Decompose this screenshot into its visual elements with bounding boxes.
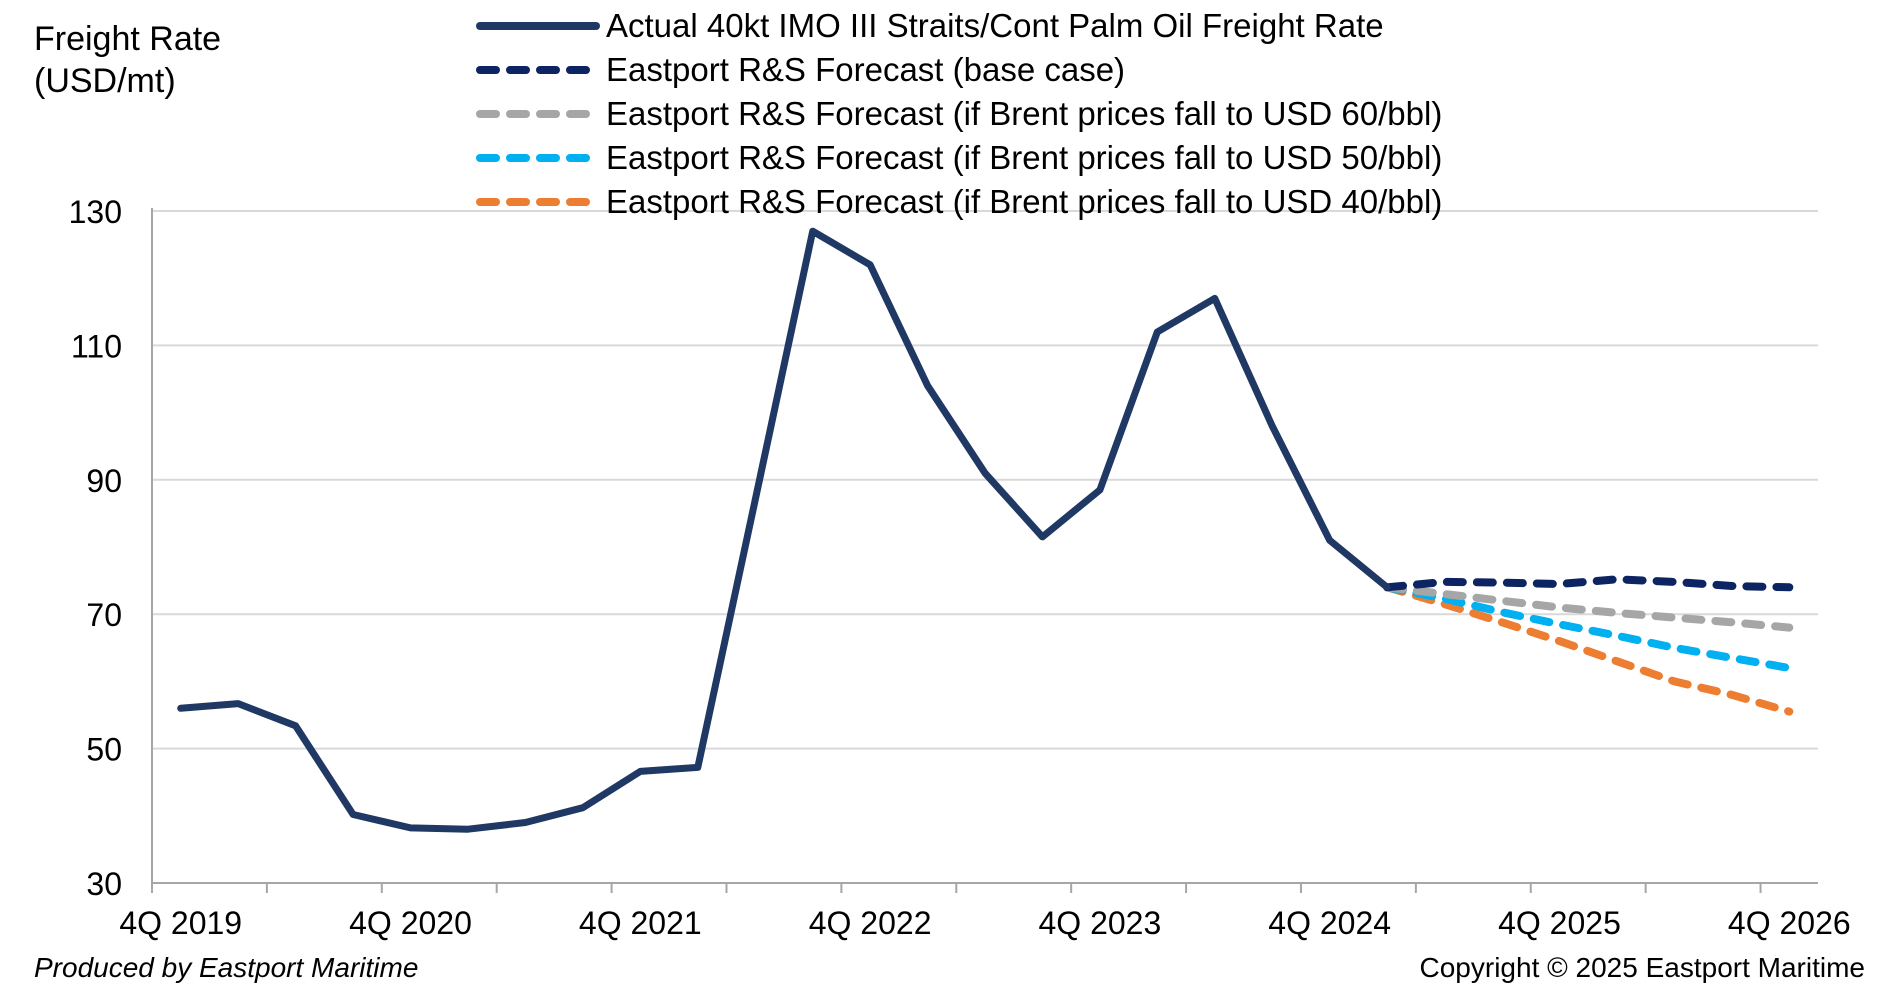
series-line-1 bbox=[1383, 575, 1794, 592]
x-tick-label: 4Q 2024 bbox=[1268, 905, 1391, 941]
legend-item-2: Eastport R&S Forecast (if Brent prices f… bbox=[476, 95, 1442, 132]
series-line-2 bbox=[1383, 583, 1794, 632]
legend-item-3: Eastport R&S Forecast (if Brent prices f… bbox=[476, 139, 1442, 176]
y-tick-label: 90 bbox=[86, 463, 122, 499]
copyright-note: Copyright © 2025 Eastport Maritime bbox=[1419, 952, 1865, 983]
y-tick-labels: 30 50 70 90 110 130 bbox=[69, 194, 122, 902]
x-tick-label: 4Q 2023 bbox=[1039, 905, 1162, 941]
x-axis bbox=[151, 208, 1818, 893]
y-tick-label: 70 bbox=[86, 597, 122, 633]
legend-item-1: Eastport R&S Forecast (base case) bbox=[476, 51, 1125, 88]
legend-item-4: Eastport R&S Forecast (if Brent prices f… bbox=[476, 183, 1442, 220]
series-line-0 bbox=[177, 227, 1391, 833]
x-tick-label: 4Q 2025 bbox=[1498, 905, 1621, 941]
legend-label: Eastport R&S Forecast (if Brent prices f… bbox=[606, 139, 1442, 176]
series-line-3 bbox=[1383, 583, 1794, 672]
x-tick-label: 4Q 2026 bbox=[1728, 905, 1851, 941]
x-tick-labels: 4Q 2019 4Q 2020 4Q 2021 4Q 2022 4Q 2023 4Q 20… bbox=[119, 905, 1850, 941]
x-tick-label: 4Q 2021 bbox=[579, 905, 702, 941]
y-tick-label: 30 bbox=[86, 866, 122, 902]
gridlines bbox=[152, 210, 1818, 750]
y-tick-label: 50 bbox=[86, 732, 122, 768]
legend-label: Eastport R&S Forecast (if Brent prices f… bbox=[606, 95, 1442, 132]
x-tick-label: 4Q 2019 bbox=[119, 905, 242, 941]
x-tick-label: 4Q 2020 bbox=[349, 905, 472, 941]
y-tick-label: 130 bbox=[69, 194, 122, 230]
producer-note: Produced by Eastport Maritime bbox=[34, 952, 419, 983]
x-tick-label: 4Q 2022 bbox=[809, 905, 932, 941]
legend-label: Eastport R&S Forecast (base case) bbox=[606, 51, 1125, 88]
legend-label: Actual 40kt IMO III Straits/Cont Palm Oi… bbox=[606, 7, 1384, 44]
y-tick-label: 110 bbox=[71, 328, 122, 364]
legend: Actual 40kt IMO III Straits/Cont Palm Oi… bbox=[476, 7, 1442, 220]
series-line-4 bbox=[1383, 583, 1794, 716]
y-axis-title: Freight Rate (USD/mt) bbox=[34, 20, 222, 100]
legend-label: Eastport R&S Forecast (if Brent prices f… bbox=[606, 183, 1442, 220]
legend-item-0: Actual 40kt IMO III Straits/Cont Palm Oi… bbox=[476, 7, 1384, 44]
series-lines bbox=[177, 227, 1794, 833]
